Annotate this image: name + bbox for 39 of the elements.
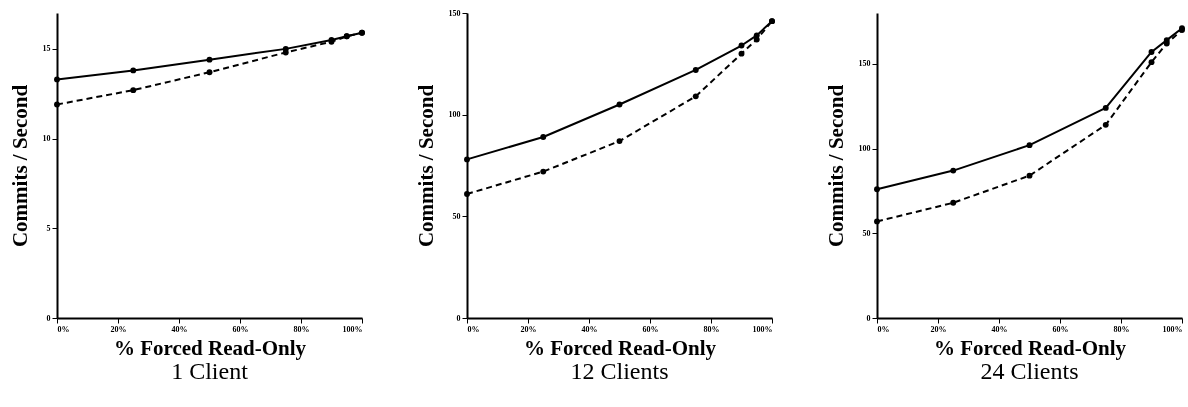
y-tick-label: 5 — [46, 223, 51, 233]
y-tick-label: 100 — [448, 110, 461, 120]
y-tick-label: 0 — [46, 313, 51, 323]
x-tick-label: 80% — [703, 324, 720, 334]
y-tick-label: 100 — [858, 144, 871, 154]
y-tick-label: 0 — [866, 313, 871, 323]
x-tick-label: 60% — [1052, 324, 1069, 334]
y-axis-title: Commits / Second — [7, 84, 32, 248]
y-tick-label: 50 — [452, 211, 461, 221]
y-tick-label: 15 — [42, 44, 51, 54]
text: 24 Clients — [980, 358, 1079, 384]
x-tick-label: 40% — [991, 324, 1008, 334]
x-tick-label: 20% — [930, 324, 947, 334]
x-tick-label: 40% — [581, 324, 598, 334]
x-tick-label: 40% — [171, 324, 188, 334]
x-axis-title: % Forced Read-Only — [113, 335, 307, 360]
x-tick-label: 100% — [342, 324, 363, 334]
text: 12 Clients — [570, 358, 669, 384]
x-tick-label: 60% — [232, 324, 249, 334]
y-tick-label: 0 — [456, 313, 461, 323]
x-tick-label: 0% — [57, 324, 70, 334]
y-tick-label: 50 — [862, 228, 871, 238]
x-axis-title: % Forced Read-Only — [523, 335, 717, 360]
x-tick-label: 60% — [642, 324, 659, 334]
y-tick-label: 150 — [858, 59, 871, 69]
y-axis-title: Commits / Second — [413, 84, 438, 248]
text: 1 Client — [171, 358, 249, 384]
x-tick-label: 20% — [520, 324, 537, 334]
x-tick-label: 0% — [467, 324, 480, 334]
y-tick-label: 10 — [42, 134, 51, 144]
x-tick-label: 0% — [877, 324, 890, 334]
x-tick-label: 100% — [1162, 324, 1183, 334]
x-tick-label: 100% — [752, 324, 773, 334]
y-tick-label: 150 — [448, 8, 461, 18]
y-axis-title: Commits / Second — [823, 84, 848, 248]
x-tick-label: 80% — [293, 324, 310, 334]
x-axis-title: % Forced Read-Only — [933, 335, 1127, 360]
x-tick-label: 80% — [1113, 324, 1130, 334]
x-tick-label: 20% — [110, 324, 127, 334]
